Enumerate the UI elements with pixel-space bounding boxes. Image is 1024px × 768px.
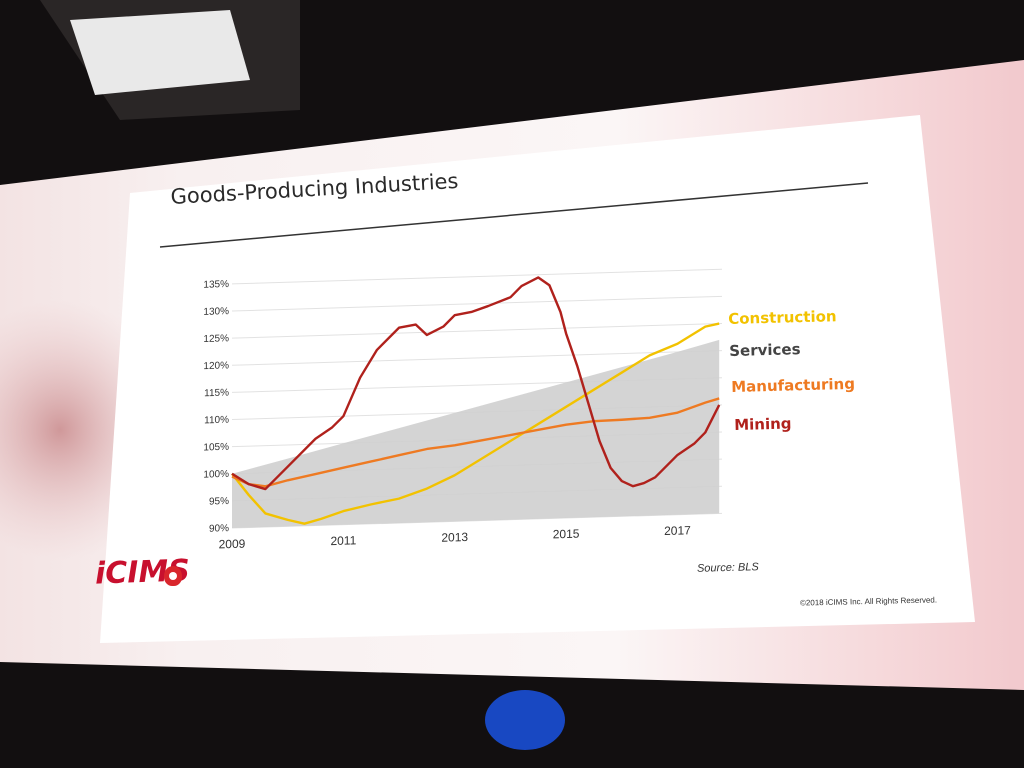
series-mining-line bbox=[231, 276, 721, 491]
series-construction-line bbox=[231, 322, 720, 525]
mascot-logo-icon bbox=[164, 566, 182, 586]
ceiling-light-panel bbox=[70, 10, 250, 95]
x-axis-ticks: 2009 2011 2013 2015 2017 bbox=[219, 523, 691, 551]
y-tick-label: 100% bbox=[203, 469, 229, 481]
legend-manufacturing: Manufacturing bbox=[731, 374, 856, 396]
legend-construction: Construction bbox=[728, 307, 837, 328]
chart-series-layer bbox=[231, 276, 721, 529]
y-tick-label: 125% bbox=[203, 333, 229, 345]
gridline bbox=[232, 268, 722, 285]
y-tick-label: 90% bbox=[209, 523, 229, 535]
series-manufacturing-line bbox=[231, 397, 720, 488]
x-tick-label: 2017 bbox=[664, 523, 691, 538]
x-tick-label: 2009 bbox=[219, 537, 246, 552]
y-axis-ticks: 90% 95% 100% 105% 110% 115% 120% 125% 130% 135% bbox=[203, 279, 229, 535]
y-tick-label: 130% bbox=[203, 306, 229, 318]
x-tick-label: 2011 bbox=[330, 533, 356, 548]
y-tick-label: 110% bbox=[204, 415, 229, 427]
gridline bbox=[232, 322, 722, 339]
stage-light bbox=[485, 690, 565, 750]
legend-services: Services bbox=[729, 340, 801, 360]
chart-plot: 90% 95% 100% 105% 110% 115% 120% 125% 130% 135% 2… bbox=[203, 258, 722, 551]
gridline bbox=[232, 295, 722, 312]
y-tick-label: 135% bbox=[203, 279, 229, 291]
gridline bbox=[232, 350, 722, 366]
source-note: Source: BLS bbox=[696, 561, 759, 575]
y-tick-label: 105% bbox=[203, 442, 229, 454]
x-tick-label: 2013 bbox=[441, 530, 468, 545]
title-underline bbox=[159, 182, 869, 248]
y-tick-label: 120% bbox=[203, 360, 229, 372]
legend-mining: Mining bbox=[734, 414, 792, 434]
y-tick-label: 115% bbox=[204, 387, 229, 399]
y-tick-label: 95% bbox=[209, 496, 229, 508]
x-tick-label: 2015 bbox=[553, 527, 580, 542]
